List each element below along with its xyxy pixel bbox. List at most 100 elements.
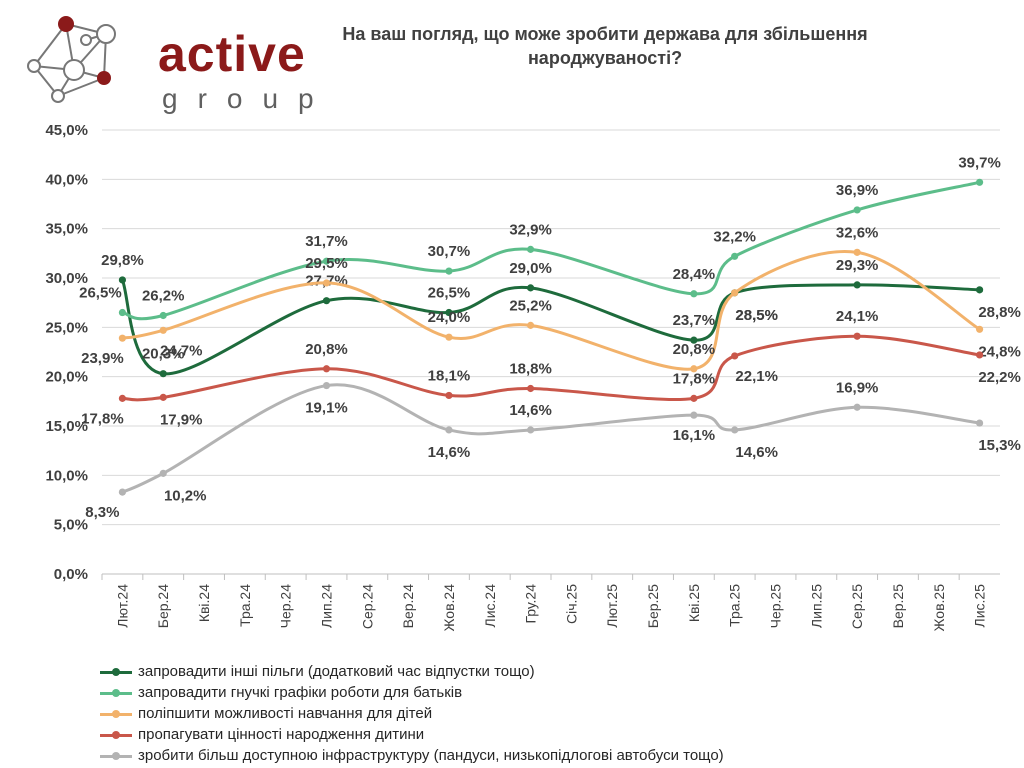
series-line bbox=[122, 334, 980, 402]
x-tick-label: Бер.25 bbox=[645, 584, 661, 628]
x-tick-label: Лют.24 bbox=[114, 584, 130, 628]
legend-item: поліпшити можливості навчання для дітей bbox=[100, 704, 724, 725]
data-label: 32,2% bbox=[713, 228, 756, 245]
legend-swatch bbox=[100, 709, 132, 718]
legend-item: пропагувати цінності народження дитини bbox=[100, 725, 724, 746]
data-label: 14,6% bbox=[428, 444, 471, 461]
data-label: 31,7% bbox=[305, 233, 348, 250]
data-point bbox=[159, 326, 167, 334]
x-tick-label: Тра.25 bbox=[727, 584, 743, 627]
legend-item: зробити більш доступною інфраструктуру (… bbox=[100, 746, 724, 767]
data-label: 19,1% bbox=[305, 400, 348, 417]
legend-swatch bbox=[100, 688, 132, 697]
data-point bbox=[853, 332, 861, 340]
series-line bbox=[121, 383, 980, 494]
data-label: 22,1% bbox=[735, 368, 778, 385]
line-chart: 0,0% 5,0% 10,0% 15,0% 20,0% 25,0% 30,0% 35,0% 40… bbox=[45, 122, 1021, 632]
data-point bbox=[159, 469, 167, 477]
data-point bbox=[690, 411, 698, 419]
data-label: 29,5% bbox=[305, 255, 348, 272]
x-tick-label: Кві.25 bbox=[686, 584, 702, 622]
data-point bbox=[975, 325, 984, 333]
data-label: 28,4% bbox=[673, 266, 716, 283]
y-tick-label: 5,0% bbox=[54, 517, 88, 534]
legend-swatch bbox=[100, 667, 132, 676]
x-tick-label: Сер.24 bbox=[359, 584, 375, 629]
data-point bbox=[853, 281, 861, 289]
data-point bbox=[159, 370, 167, 378]
y-tick-label: 15,0% bbox=[45, 418, 88, 435]
data-label: 23,9% bbox=[81, 350, 124, 367]
data-label: 15,3% bbox=[978, 437, 1021, 454]
data-label: 14,6% bbox=[735, 444, 778, 461]
x-tick-label: Лип.24 bbox=[319, 584, 335, 628]
y-tick-label: 40,0% bbox=[45, 171, 88, 188]
data-label: 30,7% bbox=[428, 243, 471, 260]
data-label: 36,9% bbox=[836, 182, 879, 199]
data-point bbox=[118, 276, 127, 284]
x-tick-label: Бер.24 bbox=[155, 584, 171, 628]
data-label: 26,2% bbox=[142, 287, 185, 304]
data-label: 17,9% bbox=[160, 411, 203, 428]
data-point bbox=[690, 365, 698, 373]
x-tick-label: Жов.24 bbox=[441, 584, 457, 632]
data-label: 32,6% bbox=[836, 224, 879, 241]
data-label: 14,6% bbox=[509, 402, 552, 419]
data-label: 10,2% bbox=[164, 487, 207, 504]
y-tick-label: 25,0% bbox=[45, 319, 88, 336]
data-point bbox=[445, 333, 453, 341]
series-line bbox=[122, 249, 981, 371]
data-point bbox=[853, 403, 861, 411]
data-point bbox=[322, 381, 331, 390]
legend-item: запровадити гнучкі графіки роботи для ба… bbox=[100, 683, 724, 704]
data-label: 29,0% bbox=[509, 260, 552, 277]
data-point bbox=[159, 311, 167, 320]
data-point bbox=[731, 289, 739, 297]
data-label: 20,8% bbox=[305, 341, 348, 358]
data-label: 28,8% bbox=[978, 304, 1021, 321]
data-point bbox=[975, 419, 984, 427]
legend-label: запровадити гнучкі графіки роботи для ба… bbox=[138, 684, 463, 701]
data-label: 17,8% bbox=[81, 410, 124, 427]
logo-subword: group bbox=[162, 83, 334, 114]
data-point bbox=[975, 178, 984, 186]
data-point bbox=[526, 321, 535, 329]
active-group-logo: active group bbox=[22, 14, 314, 114]
data-point bbox=[159, 393, 167, 401]
data-point bbox=[731, 352, 739, 360]
data-point bbox=[445, 308, 453, 317]
data-point bbox=[118, 394, 127, 402]
data-point bbox=[445, 426, 453, 434]
data-point bbox=[445, 267, 453, 275]
x-tick-label: Лют.25 bbox=[604, 584, 620, 628]
data-label: 23,7% bbox=[673, 312, 716, 329]
y-tick-label: 20,0% bbox=[45, 369, 88, 386]
legend-label: запровадити інші пільги (додатковий час … bbox=[138, 663, 535, 680]
x-tick-label: Чер.25 bbox=[768, 584, 784, 629]
data-label: 26,5% bbox=[428, 285, 471, 302]
x-tick-label: Лип.25 bbox=[808, 584, 824, 628]
x-tick-label: Кві.24 bbox=[196, 584, 212, 622]
data-point bbox=[526, 426, 535, 434]
data-label: 20,3% bbox=[142, 346, 185, 363]
data-label: 26,5% bbox=[79, 285, 122, 302]
data-point bbox=[731, 426, 739, 434]
data-label: 18,8% bbox=[509, 361, 552, 378]
data-point bbox=[975, 351, 984, 359]
network-logo-icon bbox=[27, 16, 116, 103]
data-point bbox=[975, 286, 984, 294]
data-label: 16,1% bbox=[673, 427, 716, 444]
chart-title: На ваш погляд, що може зробити держава д… bbox=[342, 24, 868, 68]
data-label: 28,5% bbox=[735, 307, 778, 324]
data-point bbox=[853, 248, 861, 256]
data-point bbox=[322, 297, 331, 305]
y-tick-label: 30,0% bbox=[45, 270, 88, 287]
data-point bbox=[690, 336, 698, 344]
data-point bbox=[853, 206, 861, 214]
x-tick-label: Вер.24 bbox=[400, 584, 416, 629]
legend-label: поліпшити можливості навчання для дітей bbox=[138, 705, 433, 722]
data-label: 24,1% bbox=[836, 308, 879, 325]
data-point bbox=[445, 391, 453, 400]
x-tick-label: Вер.25 bbox=[890, 584, 906, 629]
series-line bbox=[122, 180, 980, 321]
